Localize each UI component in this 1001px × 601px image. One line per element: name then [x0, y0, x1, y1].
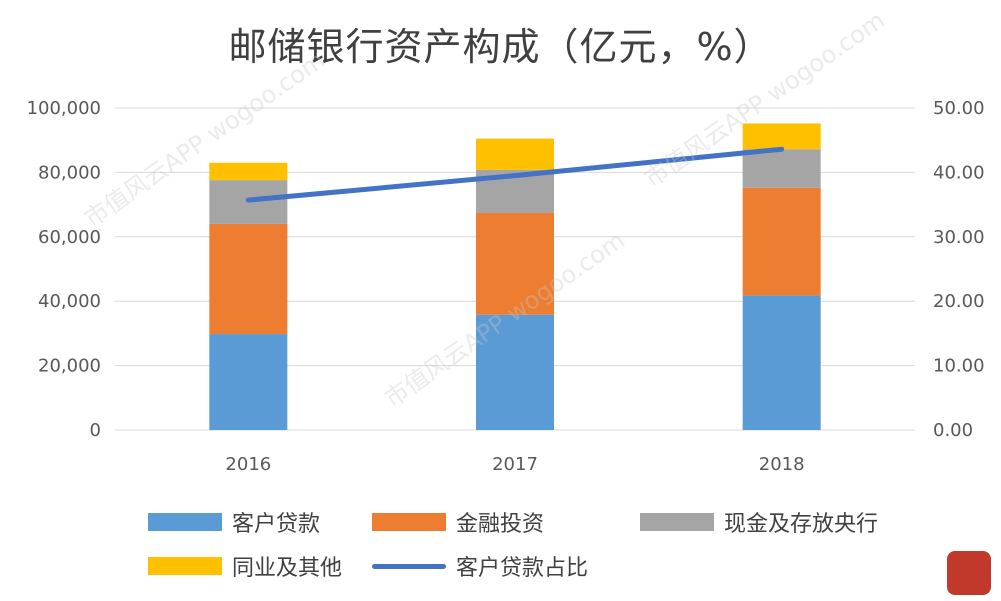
y-right-tick-label: 50.00 — [933, 98, 985, 119]
y-right-tick-label: 20.00 — [933, 291, 985, 312]
bar-segment — [742, 123, 821, 150]
chart-title: 邮储银行资产构成（亿元，%） — [228, 25, 773, 69]
y-left-tick-label: 80,000 — [38, 162, 101, 183]
bar-segment — [742, 187, 821, 296]
y-right-tick-label: 10.00 — [933, 356, 985, 377]
bar-segment — [742, 295, 821, 430]
x-tick-label: 2016 — [225, 454, 271, 475]
x-tick-label: 2017 — [492, 454, 538, 475]
bar-segment — [476, 212, 554, 315]
y-left-tick-label: 40,000 — [38, 291, 101, 312]
y-right-tick-label: 0.00 — [933, 420, 973, 441]
x-tick-label: 2018 — [759, 454, 805, 475]
y-left-tick-label: 20,000 — [38, 356, 101, 377]
bar-segment — [476, 314, 554, 430]
y-left-tick-label: 60,000 — [38, 227, 101, 248]
bar-segment — [209, 334, 288, 430]
brand-logo-icon — [947, 551, 991, 595]
y-right-tick-label: 30.00 — [933, 227, 985, 248]
y-left-tick-label: 0 — [90, 420, 101, 441]
y-left-tick-label: 100,000 — [27, 98, 101, 119]
bar-segment — [209, 162, 288, 181]
bar-segment — [476, 138, 554, 170]
bar-segment — [209, 223, 288, 335]
y-right-tick-label: 40.00 — [933, 162, 985, 183]
bar-segment — [742, 149, 821, 188]
